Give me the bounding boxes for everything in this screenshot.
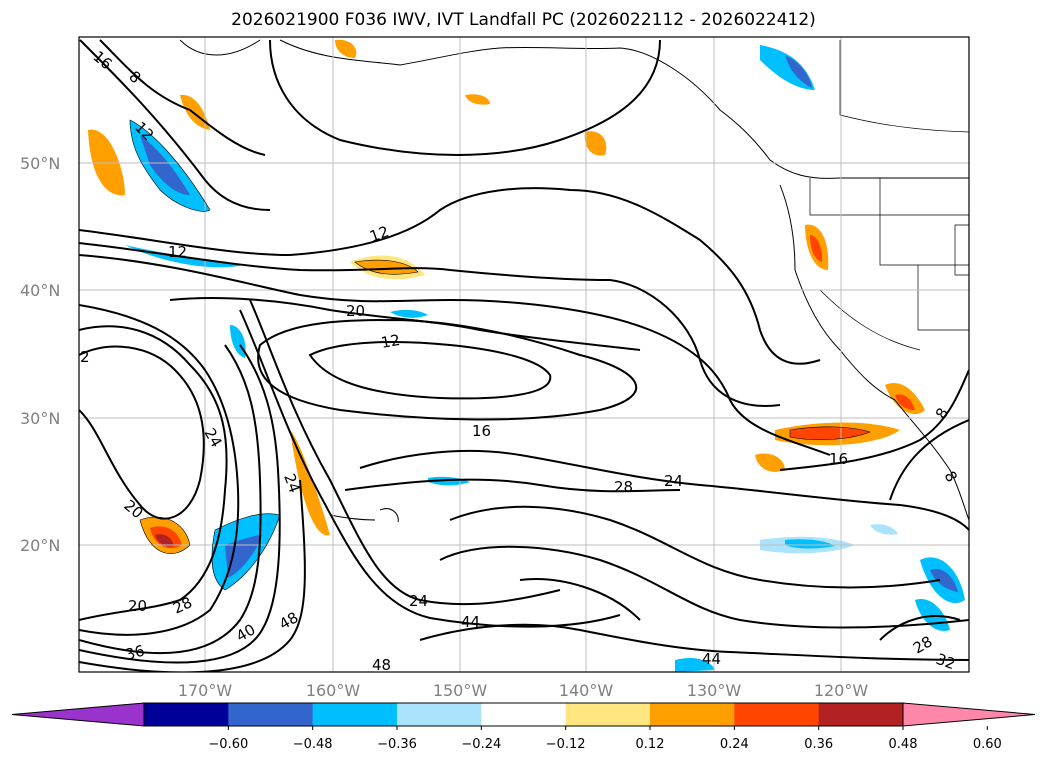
colorbar-segment <box>565 703 651 726</box>
colorbar-segment <box>481 703 567 726</box>
longitude-labels: 170°W 160°W 150°W 140°W 130°W 120°W <box>178 681 869 700</box>
lat-label: 20°N <box>20 536 60 555</box>
colorbar-extend-low <box>11 702 145 727</box>
lat-label: 40°N <box>20 281 60 300</box>
lon-label: 150°W <box>433 681 488 700</box>
colorbar-tick-label: 0.36 <box>804 737 833 752</box>
contour-label: 12 <box>168 243 187 261</box>
lon-label: 160°W <box>306 681 361 700</box>
contour-label: 20 <box>128 597 147 615</box>
colorbar-tick-label: 0.12 <box>636 737 665 752</box>
lat-label: 50°N <box>20 154 60 173</box>
gridlines <box>79 37 969 672</box>
colorbar-tick-label: −0.24 <box>461 737 501 752</box>
lon-label: 130°W <box>687 681 742 700</box>
lat-label: 30°N <box>20 409 60 428</box>
colorbar-segment <box>734 703 820 726</box>
contour-label: 12 <box>380 331 402 352</box>
colorbar-segment <box>397 703 482 726</box>
lon-label: 120°W <box>814 681 869 700</box>
map-background <box>79 37 969 672</box>
contour-label: 2 <box>80 348 90 366</box>
coastlines <box>179 39 969 523</box>
contour-label: 16 <box>472 422 491 440</box>
colorbar: −0.60 −0.48 −0.36 −0.24 −0.12 0.12 0.24 0.36 0.4… <box>11 702 1036 752</box>
colorbar-tick-label: −0.12 <box>546 737 586 752</box>
shading-layer <box>88 39 965 672</box>
colorbar-segment <box>312 703 398 726</box>
contour-label: 24 <box>409 592 428 610</box>
contour-label: 12 <box>367 222 391 245</box>
colorbar-frame <box>143 702 904 727</box>
map-frame <box>78 36 970 673</box>
contour-label: 16 <box>829 450 848 468</box>
colorbar-tick-label: 0.48 <box>889 737 918 752</box>
colorbar-tick-label: −0.36 <box>377 737 417 752</box>
shading-outlines <box>129 119 871 591</box>
latitude-labels: 50°N 40°N 30°N 20°N <box>20 154 60 555</box>
contour-label: 44 <box>461 613 480 631</box>
colorbar-tick-label: −0.48 <box>293 737 333 752</box>
contour-label: 20 <box>346 302 365 320</box>
contour-label: 48 <box>372 656 391 674</box>
contour-label: 44 <box>702 650 721 668</box>
contour-label: 32 <box>934 650 958 673</box>
contour-label: 36 <box>123 642 146 664</box>
contour-label: 28 <box>614 478 633 496</box>
colorbar-segment <box>818 703 904 726</box>
lon-label: 170°W <box>178 681 233 700</box>
lon-label: 140°W <box>559 681 614 700</box>
contour-label: 24 <box>280 471 303 495</box>
colorbar-tick-label: 0.60 <box>973 737 1002 752</box>
colorbar-segment <box>228 703 314 726</box>
colorbar-segment <box>650 703 735 726</box>
colorbar-tick-label: −0.60 <box>208 737 248 752</box>
colorbar-segment <box>144 703 229 726</box>
map-title: 2026021900 F036 IWV, IVT Landfall PC (20… <box>231 10 816 30</box>
colorbar-extend-high <box>902 702 1036 727</box>
iwv-contours <box>79 39 969 672</box>
colorbar-tick-label: 0.24 <box>720 737 749 752</box>
contour-label: 24 <box>664 472 683 490</box>
